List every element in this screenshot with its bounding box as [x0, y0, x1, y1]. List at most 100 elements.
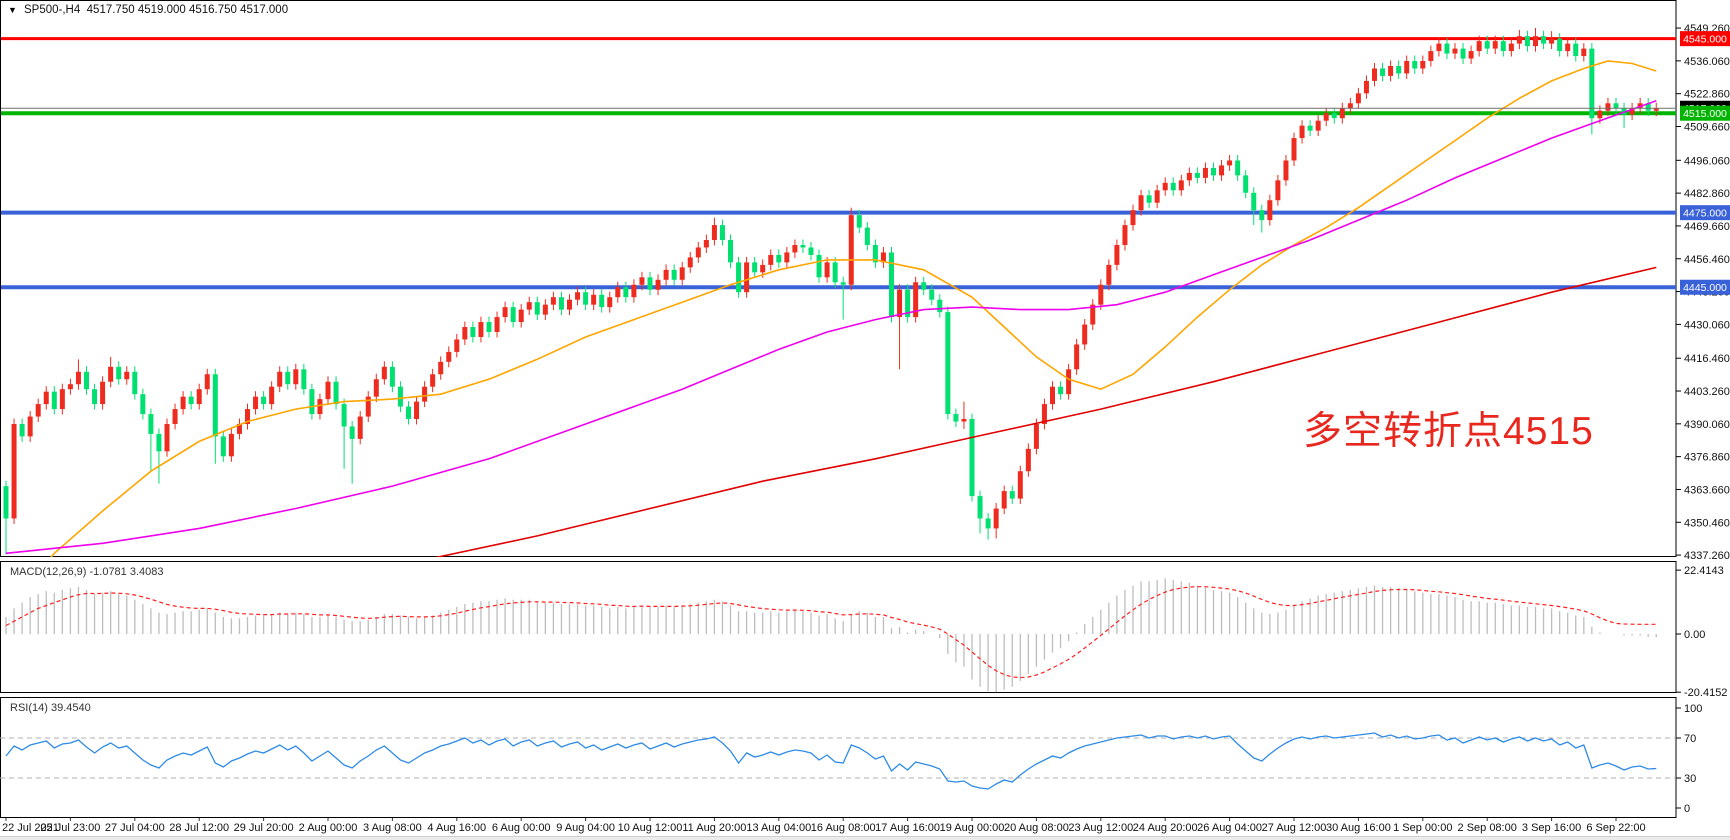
candle[interactable]	[27, 416, 33, 437]
candle[interactable]	[550, 297, 556, 305]
candle[interactable]	[1388, 65, 1394, 76]
candle[interactable]	[1653, 108, 1659, 111]
candle[interactable]	[655, 279, 661, 290]
candle[interactable]	[1227, 160, 1233, 166]
candle[interactable]	[1138, 195, 1144, 211]
candle[interactable]	[719, 225, 725, 241]
candle[interactable]	[663, 269, 669, 280]
candle[interactable]	[1130, 210, 1136, 226]
candle[interactable]	[969, 419, 975, 497]
candle[interactable]	[164, 423, 170, 452]
candle[interactable]	[148, 414, 154, 434]
candle[interactable]	[591, 294, 597, 305]
candle[interactable]	[1468, 51, 1474, 59]
candle[interactable]	[1404, 61, 1410, 74]
candle[interactable]	[905, 289, 911, 318]
candle[interactable]	[1541, 36, 1547, 44]
candle[interactable]	[623, 287, 629, 298]
candle[interactable]	[1589, 48, 1595, 119]
candle[interactable]	[1573, 43, 1579, 57]
candle[interactable]	[1484, 41, 1490, 49]
candle[interactable]	[19, 423, 25, 437]
candle[interactable]	[1412, 61, 1418, 69]
candle[interactable]	[414, 401, 420, 420]
candle[interactable]	[253, 396, 259, 410]
candle[interactable]	[1050, 386, 1055, 405]
candle[interactable]	[1090, 304, 1096, 325]
candle[interactable]	[977, 496, 983, 519]
candle[interactable]	[180, 396, 186, 410]
candle[interactable]	[59, 389, 65, 410]
candle[interactable]	[84, 371, 89, 390]
candle[interactable]	[1033, 423, 1039, 449]
candle[interactable]	[824, 262, 830, 278]
candle[interactable]	[897, 289, 903, 318]
candle[interactable]	[494, 317, 500, 332]
candle[interactable]	[1460, 48, 1466, 59]
candle[interactable]	[1380, 68, 1386, 76]
candle[interactable]	[1613, 103, 1619, 109]
candle[interactable]	[430, 374, 436, 387]
candle[interactable]	[840, 282, 846, 285]
candle[interactable]	[856, 215, 862, 228]
candle[interactable]	[671, 269, 677, 280]
candle[interactable]	[1299, 125, 1305, 139]
candle[interactable]	[872, 244, 878, 263]
candle[interactable]	[1524, 36, 1530, 47]
candle[interactable]	[1315, 120, 1321, 131]
candle[interactable]	[188, 396, 194, 405]
candle[interactable]	[711, 225, 717, 241]
candle[interactable]	[542, 304, 548, 315]
candle[interactable]	[583, 292, 589, 305]
candle[interactable]	[245, 409, 250, 424]
candle[interactable]	[913, 282, 919, 318]
candle[interactable]	[140, 394, 146, 415]
candle[interactable]	[768, 254, 774, 265]
candle[interactable]	[575, 292, 581, 300]
candle[interactable]	[1243, 175, 1249, 193]
candle[interactable]	[1436, 43, 1442, 52]
candle[interactable]	[156, 433, 162, 452]
candle[interactable]	[1009, 491, 1015, 499]
candle[interactable]	[204, 374, 210, 390]
candle[interactable]	[51, 391, 57, 410]
candle[interactable]	[381, 366, 387, 380]
candle[interactable]	[929, 289, 935, 300]
candle[interactable]	[615, 287, 621, 298]
candle[interactable]	[1219, 165, 1225, 176]
candle[interactable]	[679, 267, 685, 280]
candle[interactable]	[1363, 80, 1369, 94]
candle[interactable]	[1275, 180, 1281, 201]
candle[interactable]	[1492, 41, 1498, 49]
candle[interactable]	[1323, 113, 1329, 121]
candle[interactable]	[1211, 167, 1216, 176]
candle[interactable]	[1186, 172, 1192, 181]
candle[interactable]	[800, 244, 806, 248]
candle[interactable]	[1420, 61, 1426, 69]
candle[interactable]	[389, 366, 395, 387]
candle[interactable]	[945, 312, 951, 415]
candle[interactable]	[132, 371, 138, 395]
candle[interactable]	[35, 404, 41, 417]
candle[interactable]	[1202, 167, 1208, 178]
candle[interactable]	[760, 264, 766, 273]
candle[interactable]	[937, 299, 943, 313]
candle[interactable]	[309, 389, 315, 415]
candle[interactable]	[1058, 386, 1064, 395]
candle[interactable]	[1307, 125, 1313, 131]
candle[interactable]	[1098, 284, 1104, 305]
candle[interactable]	[1235, 160, 1241, 176]
candle[interactable]	[462, 327, 468, 340]
candle[interactable]	[703, 240, 709, 248]
candle[interactable]	[454, 339, 460, 352]
candle[interactable]	[953, 414, 959, 422]
chart-collapse-icon[interactable]: ▼	[8, 5, 17, 15]
candle[interactable]	[1452, 48, 1458, 54]
candle[interactable]	[1154, 190, 1160, 203]
candle[interactable]	[1066, 369, 1072, 395]
candle[interactable]	[236, 423, 242, 434]
candle[interactable]	[1508, 43, 1514, 52]
candle[interactable]	[1122, 225, 1128, 245]
candle[interactable]	[438, 361, 444, 375]
